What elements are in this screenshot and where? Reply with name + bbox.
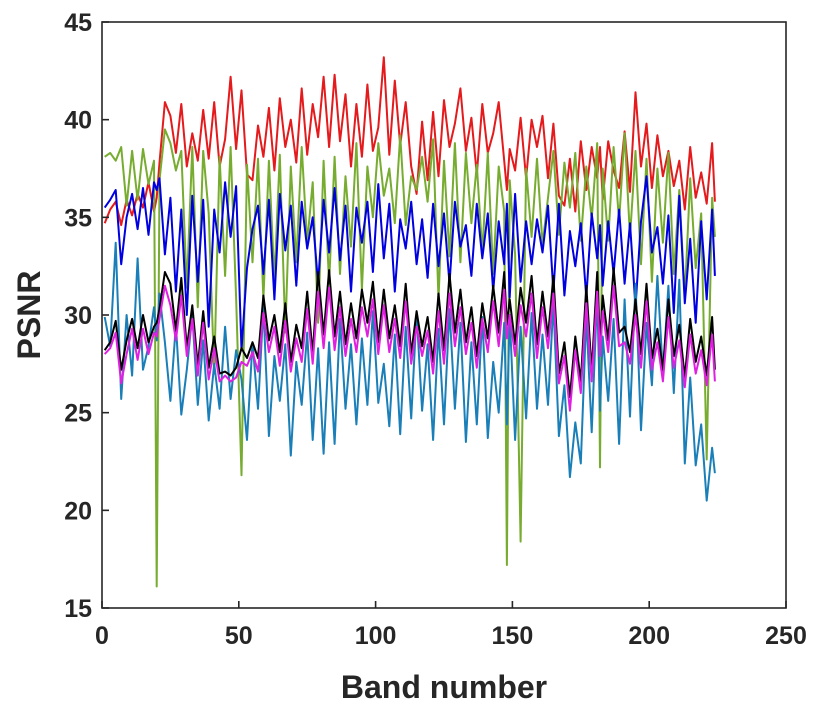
y-tick-label: 45 — [64, 9, 92, 37]
series-line-3 — [103, 175, 716, 352]
series-line-5 — [103, 267, 716, 398]
x-tick-label: 250 — [765, 622, 807, 650]
y-axis-title: PSNR — [11, 271, 47, 360]
y-tick-label: 40 — [64, 107, 92, 135]
series-line-2 — [104, 128, 716, 588]
x-tick-label: 150 — [492, 622, 534, 650]
y-tick-label: 25 — [64, 400, 92, 428]
tick-layer: 0 50 100 150 200 250 15 20 25 30 35 40 45 — [64, 9, 807, 650]
y-tick-label: 20 — [64, 497, 92, 525]
y-tick-label: 15 — [64, 595, 92, 623]
y-tick-label: 35 — [64, 204, 92, 232]
x-tick-label: 100 — [355, 622, 397, 650]
x-axis-title: Band number — [341, 669, 547, 705]
y-tick-label: 30 — [64, 302, 92, 330]
series-layer — [103, 56, 716, 588]
series-line-6 — [103, 284, 716, 412]
x-tick-label: 200 — [628, 622, 670, 650]
x-tick-label: 50 — [225, 622, 253, 650]
series-line-4 — [103, 241, 716, 502]
x-tick-label: 0 — [95, 622, 109, 650]
